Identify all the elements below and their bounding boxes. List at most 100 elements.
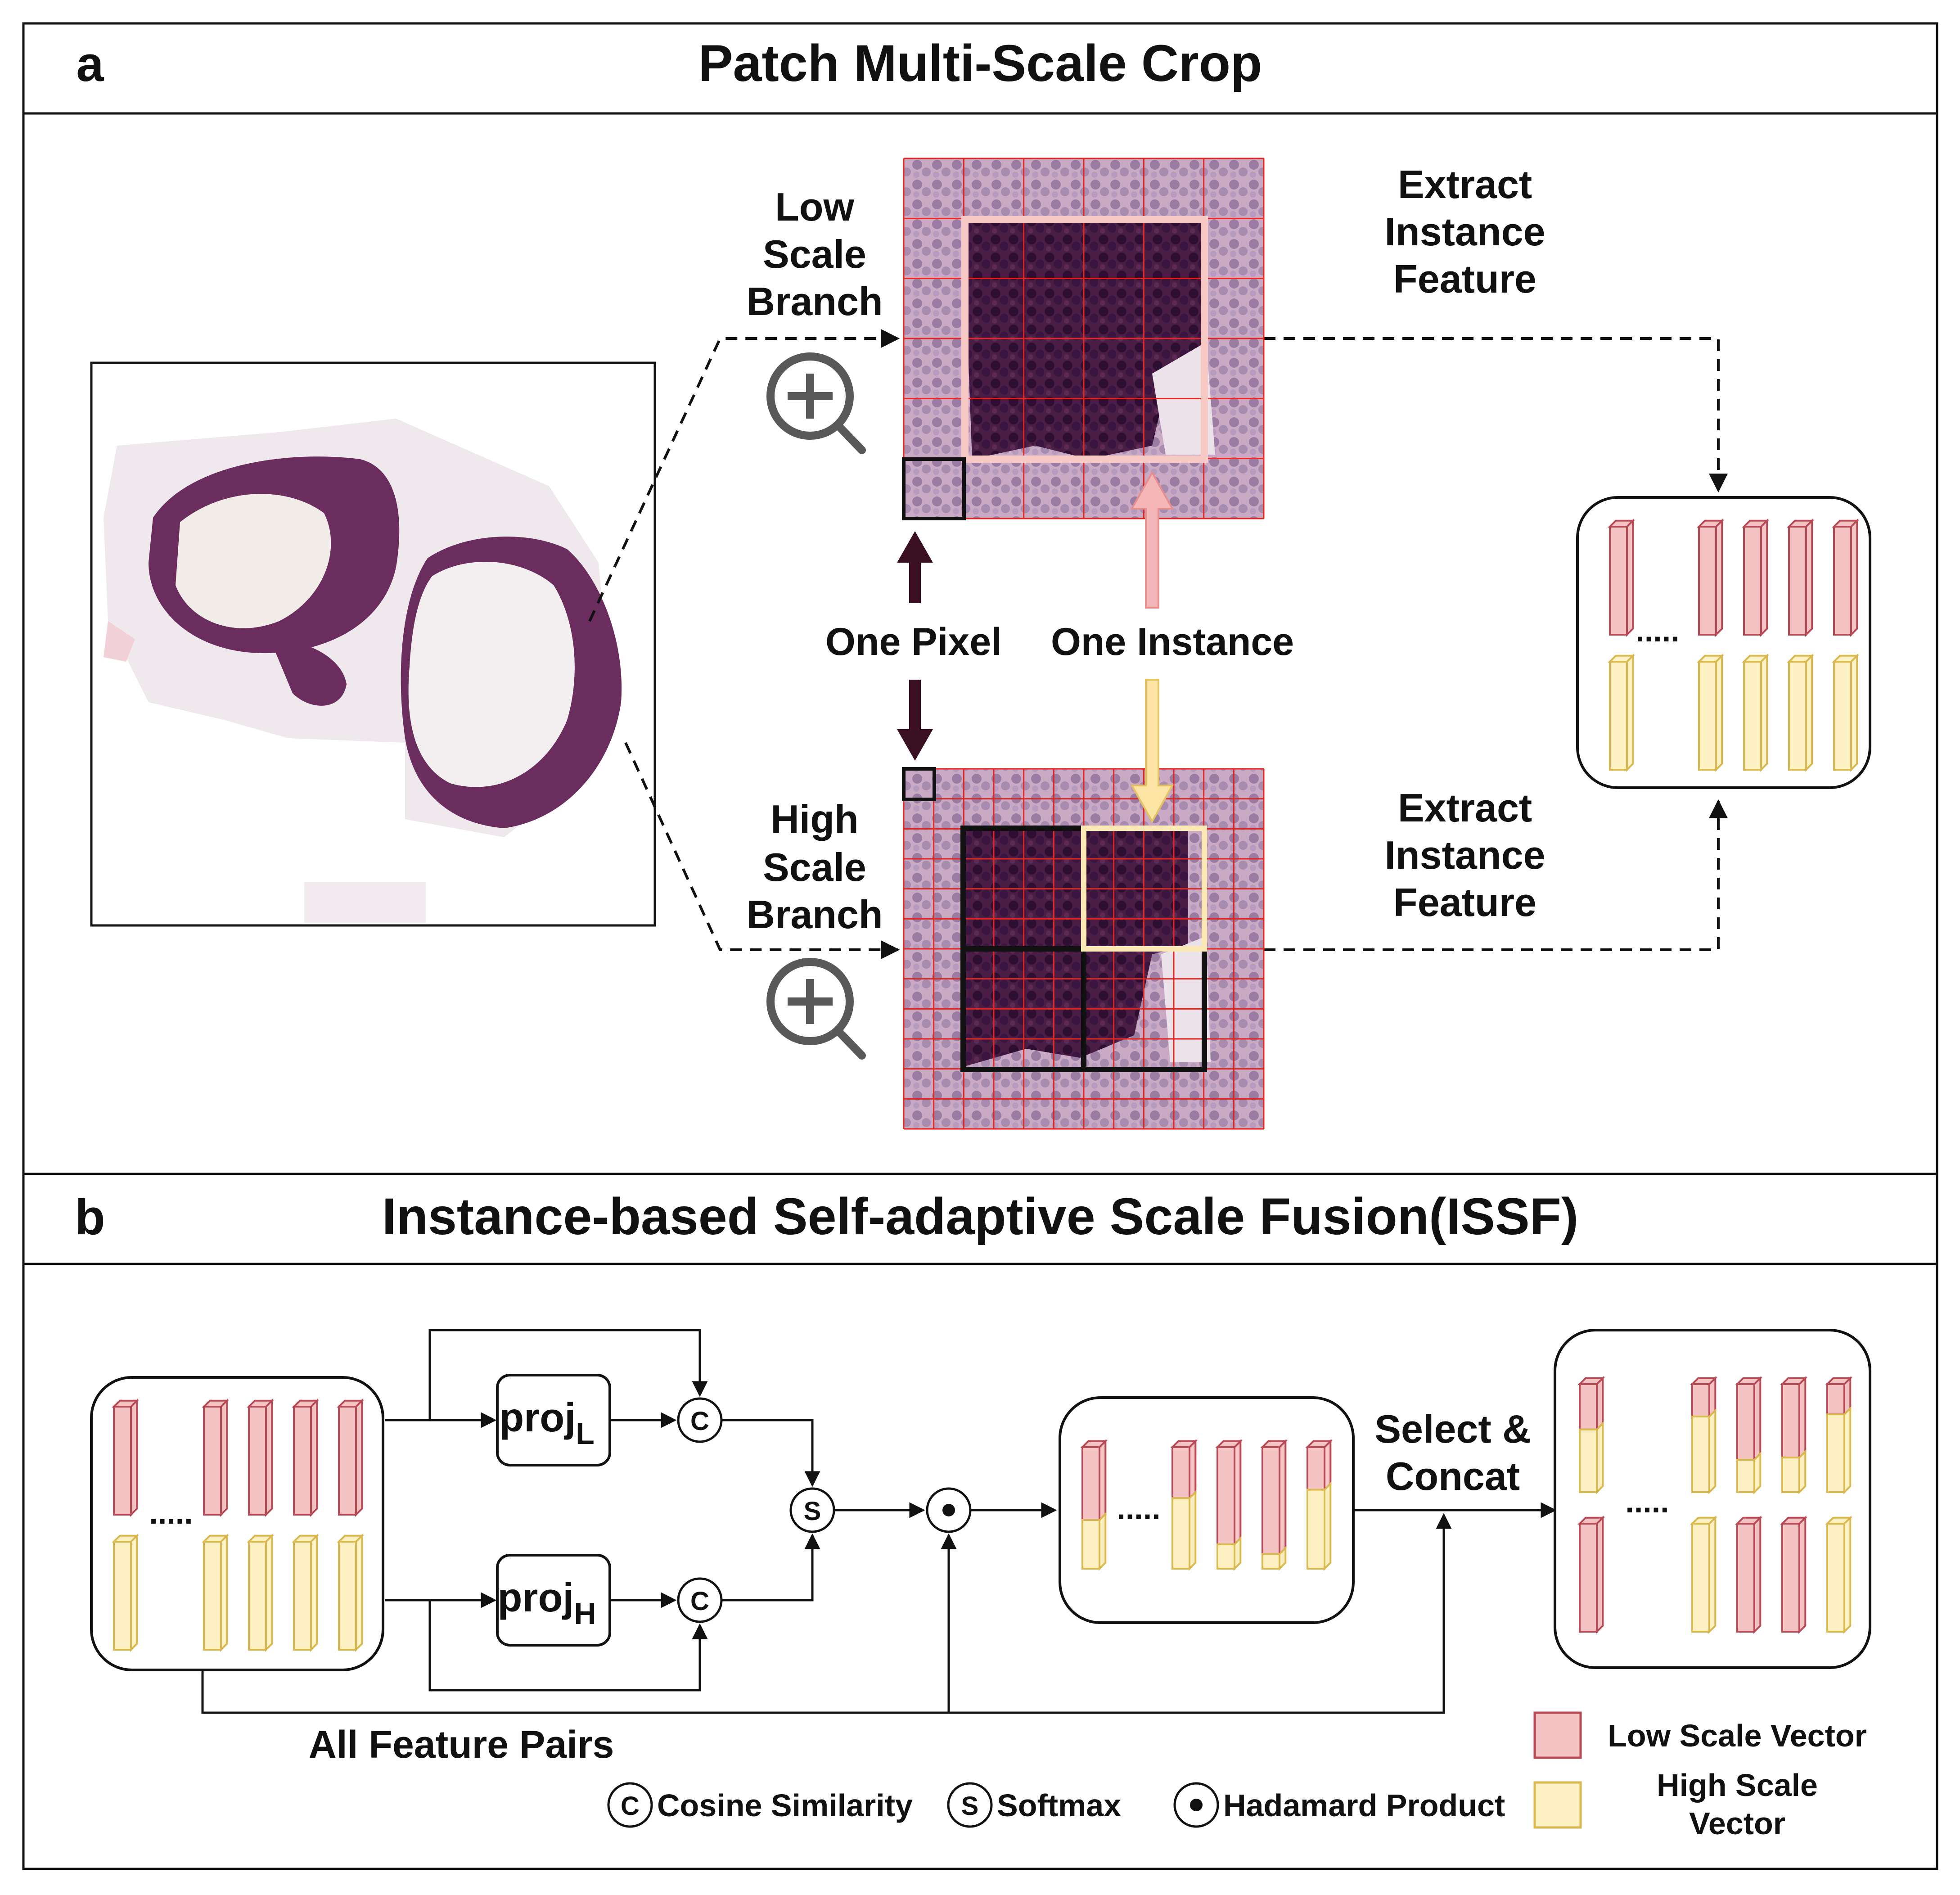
feature-vector-bar [247,1533,275,1652]
svg-text:Branch: Branch [746,279,883,324]
select-concat-label-2: Concat [1386,1454,1520,1498]
softmax-op: S [789,1487,835,1533]
zoom-in-icon [766,352,866,454]
feature-vector-bar [1215,1439,1243,1571]
proj-l-block: projL [496,1374,611,1466]
select-concat-label: Select & [1374,1407,1531,1451]
cosine-op-top: C [677,1397,723,1443]
extract-feature-label-top: Extract Instance Feature [1384,162,1545,301]
low-scale-patch [902,158,1265,520]
hadamard-op [926,1487,972,1533]
feature-vector-bar [1577,1515,1605,1634]
svg-text:S: S [961,1791,979,1821]
whole-slide-image [90,361,656,927]
feature-vector-bar [1697,518,1725,637]
panel-a-title: Patch Multi-Scale Crop [698,35,1262,92]
feature-vector-bar [112,1398,140,1517]
svg-text:Instance: Instance [1384,833,1545,877]
one-instance-arrows [1130,470,1174,824]
feature-vector-bar [1780,1376,1808,1494]
feature-vector-bar [1832,653,1860,772]
svg-text:projH: projH [497,1575,596,1631]
feature-vector-bar [1608,653,1636,772]
feature-box-output: ..... [1554,1329,1871,1669]
feature-vector-bar [1742,653,1770,772]
feature-vector-bar [292,1533,320,1652]
feature-vector-bar [1742,518,1770,637]
svg-text:Instance: Instance [1384,209,1545,254]
feature-vector-bar [1697,653,1725,772]
ellipsis: ..... [1625,1484,1669,1519]
proj-h-block: projH [496,1554,611,1647]
ellipsis: ..... [1636,613,1679,648]
high-scale-branch-label: High Scale Branch [746,797,883,937]
feature-box-fused: ..... [1059,1396,1355,1624]
low-scale-branch-label: Low Scale Branch [746,185,883,324]
svg-text:Softmax: Softmax [997,1788,1121,1823]
one-pixel-label: One Pixel [825,620,1002,663]
ellipsis: ..... [149,1495,193,1530]
svg-text:Extract: Extract [1398,785,1532,830]
feature-vector-bar [337,1533,365,1652]
svg-text:S: S [804,1497,821,1526]
svg-text:Feature: Feature [1393,880,1536,925]
svg-text:Extract: Extract [1398,162,1532,207]
svg-text:Vector: Vector [1689,1806,1785,1841]
legend-softmax: S Softmax [947,1782,1121,1828]
feature-vector-bar [112,1533,140,1652]
feature-vector-bar [1735,1515,1763,1634]
svg-text:Feature: Feature [1393,257,1536,301]
cosine-op-bottom: C [677,1577,723,1623]
panel-a-letter: a [76,36,104,92]
feature-vector-bar [1305,1439,1333,1571]
feature-vector-bar [1577,1376,1605,1494]
legend-high-vector: High Scale Vector [1533,1768,1818,1841]
feature-vector-bar [247,1398,275,1517]
feature-vector-bar [292,1398,320,1517]
feature-vector-bar [1170,1439,1198,1571]
feature-vector-bar [1080,1439,1108,1571]
ellipsis: ..... [1117,1491,1160,1526]
connectors [201,1329,1557,1714]
zoom-lines [588,329,1728,959]
feature-vector-bar [1260,1439,1288,1571]
svg-text:High Scale: High Scale [1657,1768,1818,1803]
one-pixel-arrows [897,531,933,761]
feature-vector-bar [1825,1515,1853,1634]
svg-text:C: C [690,1587,709,1616]
legend-low-vector: Low Scale Vector [1533,1711,1867,1759]
svg-text:Cosine Similarity: Cosine Similarity [657,1788,913,1823]
one-instance-label: One Instance [1051,620,1294,663]
feature-box-panel-a: ..... [1576,496,1871,789]
panel-b-title: Instance-based Self-adaptive Scale Fusio… [382,1188,1578,1245]
all-feature-pairs-label: All Feature Pairs [309,1723,614,1766]
svg-text:Low: Low [775,185,855,229]
legend: C Cosine Similarity S Softmax Hadamard P… [607,1711,1867,1841]
zoom-in-icon [766,958,866,1060]
feature-vector-bar [337,1398,365,1517]
svg-text:Scale: Scale [763,232,866,276]
feature-vector-bar [1825,1376,1853,1494]
feature-vector-bar [1787,518,1815,637]
panel-frame [22,22,1938,1870]
svg-text:High: High [770,797,859,841]
svg-text:Branch: Branch [746,892,883,937]
feature-vector-bar [1735,1376,1763,1494]
legend-hadamard: Hadamard Product [1173,1782,1505,1828]
svg-text:C: C [690,1407,709,1436]
svg-text:Low Scale Vector: Low Scale Vector [1608,1718,1867,1753]
feature-vector-bar [1608,518,1636,637]
feature-vector-bar [1787,653,1815,772]
feature-vector-bar [202,1533,230,1652]
feature-vector-bar [1690,1376,1718,1494]
svg-text:Hadamard Product: Hadamard Product [1223,1788,1505,1823]
extract-feature-label-bottom: Extract Instance Feature [1384,785,1545,925]
feature-vector-bar [1780,1515,1808,1634]
svg-text:Scale: Scale [763,845,866,889]
svg-text:projL: projL [499,1395,595,1451]
feature-vector-bar [202,1398,230,1517]
high-scale-patch [902,767,1265,1130]
svg-text:C: C [621,1791,640,1821]
